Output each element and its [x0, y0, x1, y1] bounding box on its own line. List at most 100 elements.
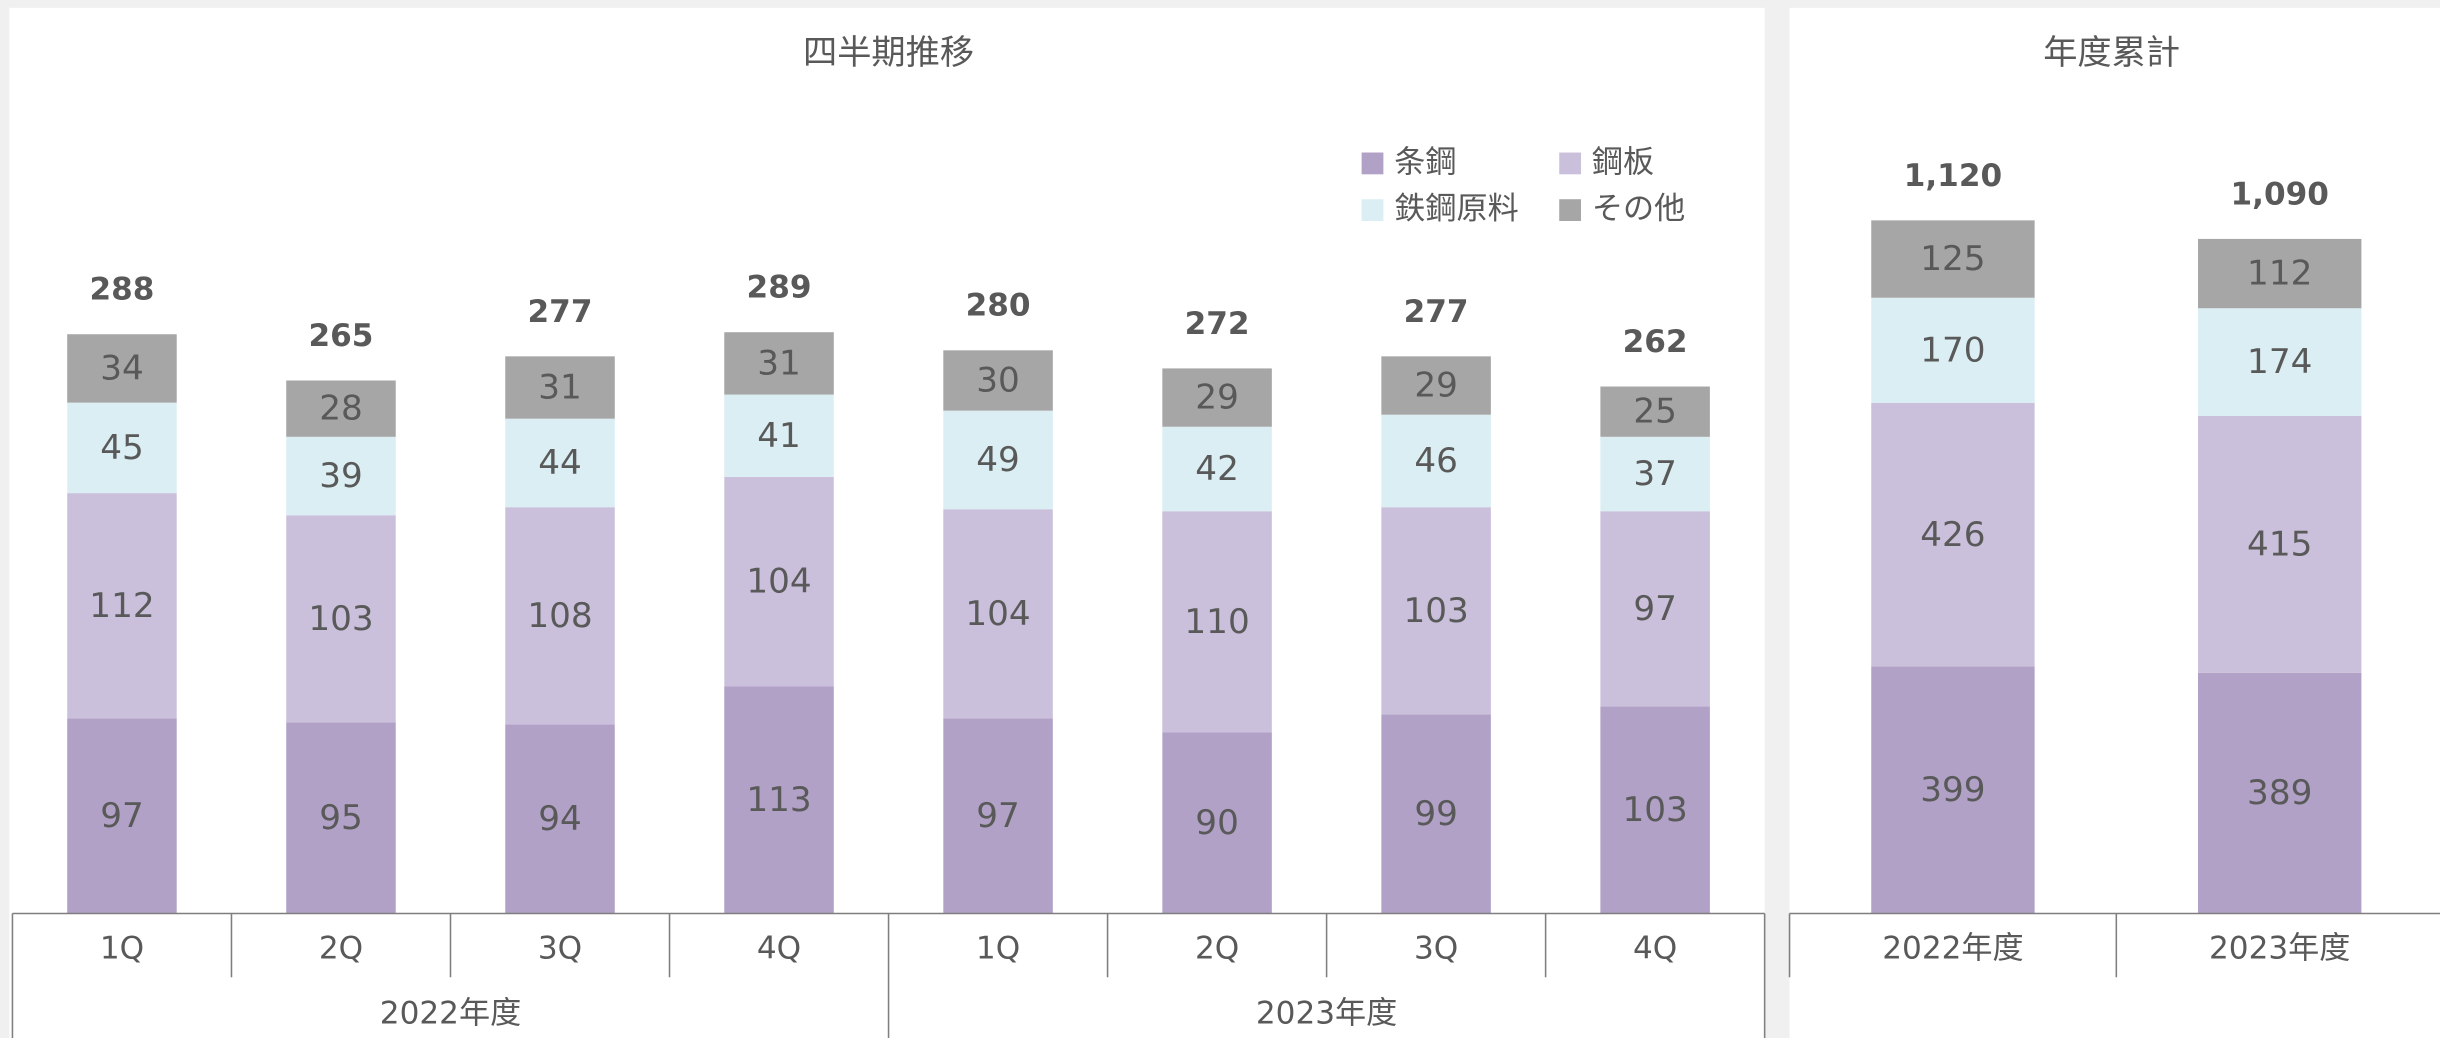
- total-label: 288: [89, 272, 154, 308]
- chart-title: 年度累計: [2043, 33, 2180, 73]
- total-label: 277: [528, 294, 593, 330]
- total-label: 265: [309, 318, 374, 354]
- segment-label: 34: [100, 348, 144, 388]
- bar-segment: [2198, 672, 2362, 914]
- segment-label: 426: [1920, 515, 1985, 555]
- x-tick-label: 2022年度: [1882, 930, 2023, 966]
- total-label: 272: [1185, 306, 1250, 342]
- bar-segment: [1871, 666, 2035, 914]
- bar-segment: [1162, 511, 1272, 733]
- bar-segment: [1381, 714, 1491, 914]
- group-label: 2023年度: [1256, 996, 1397, 1032]
- bar-segment: [67, 718, 177, 914]
- segment-label: 31: [538, 368, 582, 408]
- bar-segment: [1600, 511, 1710, 707]
- bar-segment: [724, 394, 834, 478]
- legend-swatch: [1361, 152, 1384, 175]
- bar-segment: [67, 334, 177, 403]
- legend-label: その他: [1592, 191, 1685, 227]
- legend-swatch: [1559, 199, 1582, 222]
- group-label: 2022年度: [380, 996, 521, 1032]
- bar-segment: [724, 477, 834, 687]
- segment-label: 99: [1414, 794, 1458, 834]
- bar-segment: [724, 686, 834, 914]
- bar-segment: [1600, 436, 1710, 512]
- segment-label: 30: [976, 361, 1020, 401]
- segment-label: 97: [976, 796, 1020, 836]
- legend-swatch: [1559, 152, 1582, 175]
- bar-segment: [2198, 308, 2362, 416]
- bar-segment: [1871, 402, 2035, 667]
- segment-label: 29: [1195, 378, 1239, 418]
- segment-label: 389: [2247, 773, 2312, 813]
- total-label: 1,090: [2231, 176, 2329, 212]
- segment-label: 90: [1195, 803, 1239, 843]
- bar-segment: [724, 332, 834, 395]
- bar-segment: [1381, 356, 1491, 415]
- bar-segment: [943, 410, 1053, 510]
- bar-segment: [67, 402, 177, 494]
- segment-label: 103: [1622, 790, 1687, 830]
- x-tick-label: 1Q: [976, 930, 1020, 966]
- legend-label: 鋼板: [1592, 144, 1654, 180]
- bar-segment: [286, 380, 396, 437]
- bar-segment: [1162, 426, 1272, 512]
- legend-swatch: [1361, 199, 1384, 222]
- x-tick-label: 4Q: [757, 930, 801, 966]
- bar-segment: [1381, 414, 1491, 508]
- segment-label: 415: [2247, 524, 2312, 564]
- segment-label: 29: [1414, 366, 1458, 406]
- total-label: 1,120: [1904, 158, 2002, 194]
- x-tick-label: 2Q: [319, 930, 363, 966]
- segment-label: 95: [319, 798, 363, 838]
- x-tick-label: 3Q: [538, 930, 582, 966]
- bar-segment: [1162, 732, 1272, 914]
- total-label: 262: [1623, 324, 1688, 360]
- segment-label: 399: [1920, 770, 1985, 810]
- segment-label: 97: [100, 796, 144, 836]
- bar-segment: [2198, 415, 2362, 673]
- segment-label: 113: [746, 780, 811, 820]
- bar-segment: [505, 507, 615, 725]
- segment-label: 28: [319, 389, 363, 429]
- left-panel: [9, 7, 1765, 1038]
- bar-segment: [1381, 507, 1491, 715]
- legend-label: 条鋼: [1394, 144, 1456, 180]
- segment-label: 103: [1403, 591, 1468, 631]
- segment-label: 104: [965, 594, 1030, 634]
- bar-segment: [943, 718, 1053, 914]
- segment-label: 49: [976, 440, 1020, 480]
- segment-label: 104: [746, 562, 811, 602]
- bar-segment: [505, 724, 615, 914]
- bar-segment: [286, 515, 396, 723]
- segment-label: 39: [319, 456, 363, 496]
- bar-segment: [286, 722, 396, 914]
- bar-segment: [67, 493, 177, 719]
- segment-label: 46: [1414, 441, 1458, 481]
- segment-label: 174: [2247, 342, 2312, 382]
- bar-segment: [943, 509, 1053, 719]
- segment-label: 97: [1633, 589, 1677, 629]
- segment-label: 112: [2247, 254, 2312, 294]
- chart-title: 四半期推移: [803, 33, 974, 73]
- bar-segment: [1871, 297, 2035, 403]
- segment-label: 125: [1920, 239, 1985, 279]
- bar-segment: [286, 436, 396, 516]
- segment-label: 31: [757, 343, 801, 383]
- x-tick-label: 1Q: [100, 930, 144, 966]
- bar-segment: [2198, 238, 2362, 309]
- bar-segment: [943, 350, 1053, 411]
- segment-label: 103: [308, 599, 373, 639]
- segment-label: 41: [757, 416, 801, 456]
- segment-label: 44: [538, 443, 582, 483]
- x-tick-label: 2023年度: [2209, 930, 2350, 966]
- segment-label: 94: [538, 799, 582, 839]
- segment-label: 37: [1633, 454, 1677, 494]
- bar-segment: [1600, 706, 1710, 914]
- total-label: 277: [1404, 294, 1469, 330]
- segment-label: 42: [1195, 449, 1239, 489]
- segment-label: 108: [527, 596, 592, 636]
- x-tick-label: 2Q: [1195, 930, 1239, 966]
- legend-label: 鉄鋼原料: [1394, 191, 1518, 227]
